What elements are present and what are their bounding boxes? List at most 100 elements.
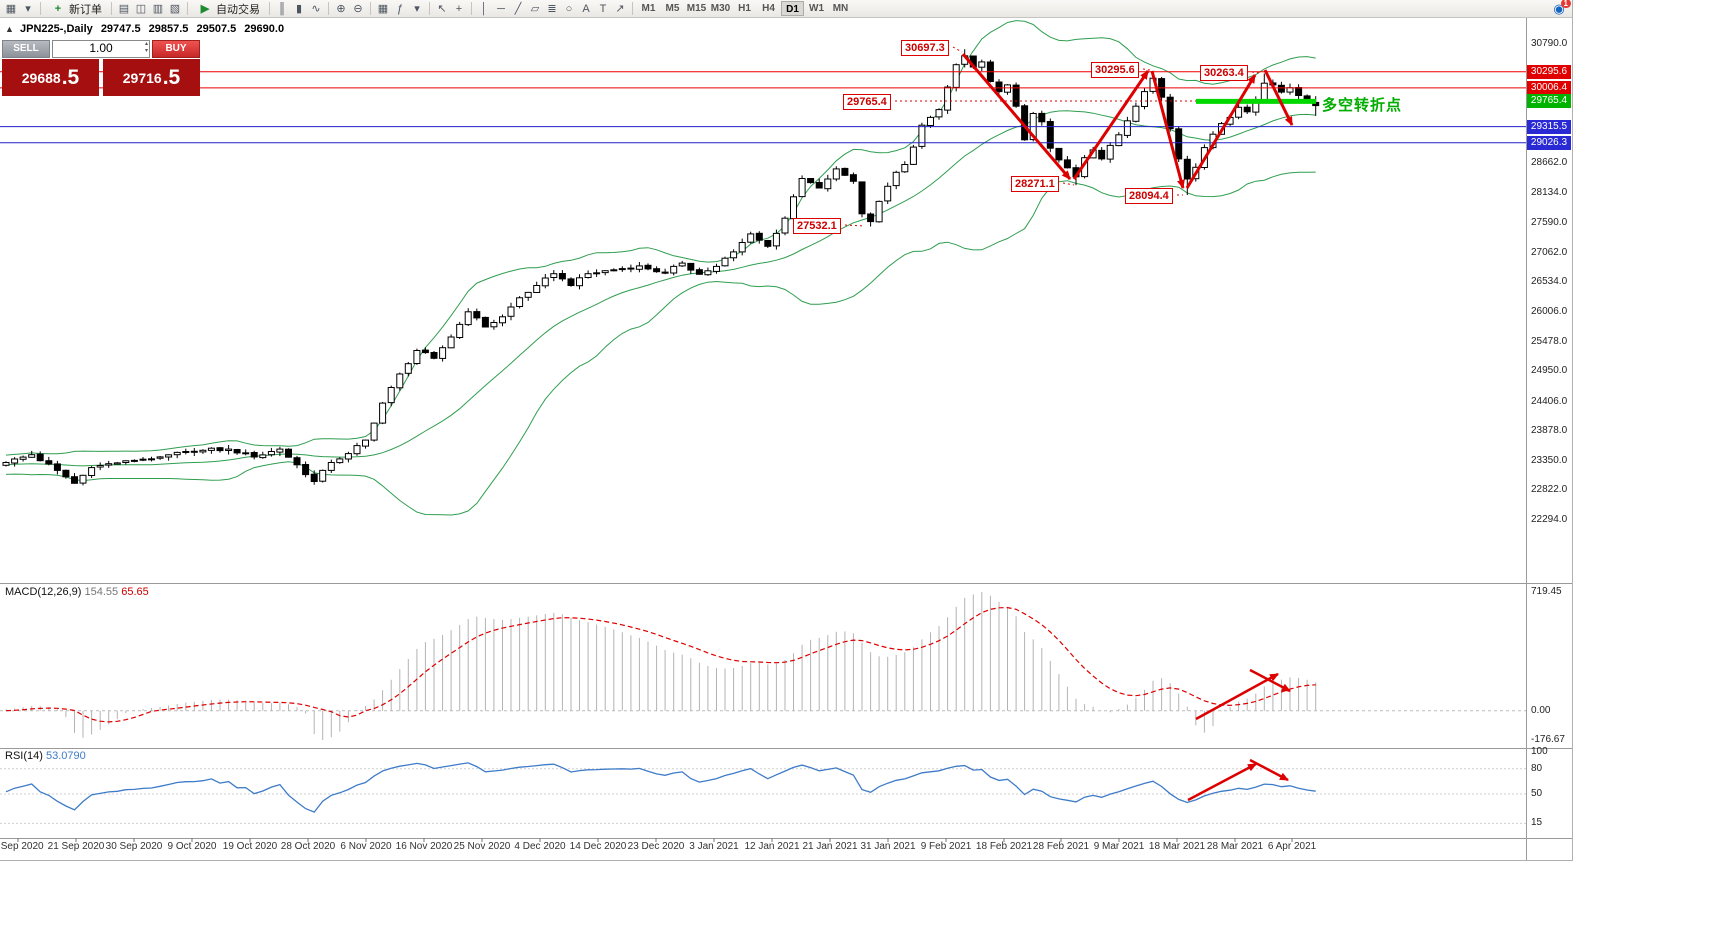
timeframe-button-d1[interactable]: D1 xyxy=(781,1,804,16)
community-glyph: ◉ xyxy=(1553,0,1565,16)
date-axis-label: 12 Jan 2021 xyxy=(744,841,800,852)
candlestick-mode-icon[interactable]: ▮ xyxy=(295,3,303,15)
date-axis-label: 4 Dec 2020 xyxy=(514,841,566,852)
volume-input[interactable]: 1.00 ▴ ▾ xyxy=(52,40,150,58)
buy-price-button[interactable]: 29716 .5 xyxy=(103,59,200,96)
profiles-icon[interactable]: ▾ xyxy=(25,3,31,15)
price-axis-label: 24950.0 xyxy=(1531,365,1568,377)
chart-window: ▲ JPN225-,Daily 29747.5 29857.5 29507.5 … xyxy=(0,18,1572,860)
market-watch-icon[interactable]: ▤ xyxy=(118,3,130,15)
date-axis-label: 16 Nov 2020 xyxy=(395,841,453,852)
text-tool-icon[interactable]: A xyxy=(582,2,590,15)
price-axis-label: 24406.0 xyxy=(1531,395,1568,407)
price-annotation[interactable]: 28094.4 xyxy=(1125,188,1173,204)
new-order-button[interactable]: + 新订单 xyxy=(45,1,107,16)
channel-tool-icon[interactable]: ▱ xyxy=(530,3,540,15)
timeframe-button-m30[interactable]: M30 xyxy=(710,3,731,14)
price-annotation[interactable]: 30295.6 xyxy=(1091,62,1139,78)
timeframe-button-m5[interactable]: M5 xyxy=(665,3,680,14)
price-annotation[interactable]: 27532.1 xyxy=(793,218,841,234)
timeframe-button-m15[interactable]: M15 xyxy=(686,3,707,14)
main-toolbar: ▦ ▾ + 新订单 ▤ ◫ ▥ ▧ ▶ 自动交易 ║ ▮ ∿ ⊕ ⊖ xyxy=(0,0,1572,18)
date-axis-label: 9 Mar 2021 xyxy=(1093,841,1145,852)
date-axis-label: 6 Nov 2020 xyxy=(340,841,392,852)
timeframe-button-h1[interactable]: H1 xyxy=(738,3,751,14)
plus-icon: + xyxy=(54,2,62,15)
price-axis-tag: 29315.5 xyxy=(1527,119,1571,134)
price-axis-label: 26534.0 xyxy=(1531,276,1568,288)
trendline-tool-icon[interactable]: ╱ xyxy=(514,3,522,15)
terminal-icon[interactable]: ▧ xyxy=(169,3,181,15)
price-axis-label: 26006.0 xyxy=(1531,306,1568,318)
zoom-out-icon[interactable]: ⊖ xyxy=(353,3,363,15)
community-icon[interactable]: ◉ 1 xyxy=(1549,0,1571,16)
date-axis-label: 28 Mar 2021 xyxy=(1206,841,1264,852)
high-value: 29857.5 xyxy=(148,23,189,35)
rsi-axis-label: 80 xyxy=(1531,762,1543,774)
date-axis-label: 3 Jan 2021 xyxy=(689,841,739,852)
chart-canvas[interactable] xyxy=(0,18,1572,860)
chart-title: ▲ JPN225-,Daily 29747.5 29857.5 29507.5 … xyxy=(5,23,289,35)
label-tool-icon[interactable]: T xyxy=(599,2,607,15)
open-value: 29747.5 xyxy=(100,23,141,35)
date-axis-label: 18 Mar 2021 xyxy=(1148,841,1206,852)
indicators-icon[interactable]: ƒ xyxy=(396,2,404,15)
timeframe-button-m1[interactable]: M1 xyxy=(641,3,656,14)
zoom-in-icon[interactable]: ⊕ xyxy=(336,3,346,15)
toolbar-separator xyxy=(269,2,270,15)
timeframe-button-w1[interactable]: W1 xyxy=(809,3,824,14)
arrows-tool-icon[interactable]: ↗ xyxy=(615,3,625,15)
timeframe-button-h4[interactable]: H4 xyxy=(762,3,775,14)
notification-badge: 1 xyxy=(1560,0,1571,8)
date-axis-label: 9 Oct 2020 xyxy=(167,841,217,852)
auto-trading-button[interactable]: ▶ 自动交易 xyxy=(192,1,265,16)
data-window-icon[interactable]: ◫ xyxy=(135,3,147,15)
pivot-zone-label: 多空转折点 xyxy=(1322,97,1403,114)
sell-price-button[interactable]: 29688 .5 xyxy=(2,59,99,96)
buy-button[interactable]: BUY xyxy=(152,40,200,58)
date-axis-label: 14 Dec 2020 xyxy=(569,841,627,852)
tile-windows-icon[interactable]: ▦ xyxy=(377,3,389,15)
price-axis-label: 22822.0 xyxy=(1531,484,1568,496)
macd-axis-label: -176.67 xyxy=(1531,734,1565,745)
navigator-icon[interactable]: ▥ xyxy=(152,3,164,15)
price-axis-label: 28134.0 xyxy=(1531,186,1568,198)
date-axis-label: 31 Jan 2021 xyxy=(860,841,916,852)
bar-chart-mode-icon[interactable]: ║ xyxy=(278,2,286,15)
price-annotation[interactable]: 29765.4 xyxy=(843,94,891,110)
macd-main-value: 154.55 xyxy=(84,586,119,598)
rsi-value: 53.0790 xyxy=(45,750,86,762)
sell-button[interactable]: SELL xyxy=(2,40,50,58)
price-axis-tag: 29026.3 xyxy=(1527,135,1571,150)
date-axis-label: 28 Feb 2021 xyxy=(1032,841,1090,852)
fibonacci-tool-icon[interactable]: ≣ xyxy=(547,3,557,15)
price-annotation[interactable]: 30263.4 xyxy=(1200,65,1248,81)
price-axis-label: 27590.0 xyxy=(1531,217,1568,229)
timeframe-button-mn[interactable]: MN xyxy=(832,3,849,14)
volume-spinner[interactable]: ▴ ▾ xyxy=(144,41,148,54)
new-chart-icon[interactable]: ▦ xyxy=(5,3,17,15)
buy-price-main: 29716 xyxy=(122,69,162,86)
mt4-window: ▦ ▾ + 新订单 ▤ ◫ ▥ ▧ ▶ 自动交易 ║ ▮ ∿ ⊕ ⊖ xyxy=(0,0,1573,861)
vertical-line-tool-icon[interactable]: │ xyxy=(480,2,488,15)
toolbar-separator xyxy=(187,2,188,15)
macd-indicator-label: MACD(12,26,9) 154.55 65.65 xyxy=(5,586,149,598)
date-axis-label: 6 Apr 2021 xyxy=(1267,841,1317,852)
horizontal-line-tool-icon[interactable]: ─ xyxy=(497,2,505,15)
date-axis-label: 30 Sep 2020 xyxy=(105,841,163,852)
price-axis-label: 22294.0 xyxy=(1531,514,1568,525)
line-chart-mode-icon[interactable]: ∿ xyxy=(311,3,321,15)
macd-axis-label: 719.45 xyxy=(1531,586,1562,597)
crosshair-icon[interactable]: + xyxy=(455,2,463,15)
toolbar-separator xyxy=(40,2,41,15)
shapes-tool-icon[interactable]: ○ xyxy=(565,2,573,15)
cursor-icon[interactable]: ↖ xyxy=(437,3,447,15)
price-annotation[interactable]: 30697.3 xyxy=(901,40,949,56)
toolbar-separator xyxy=(471,2,472,15)
price-annotation[interactable]: 28271.1 xyxy=(1011,176,1059,192)
templates-icon[interactable]: ▾ xyxy=(414,3,420,15)
date-axis-label: 1 Sep 2020 xyxy=(0,841,44,852)
toolbar-separator xyxy=(370,2,371,15)
one-click-collapse-icon[interactable]: ▲ xyxy=(5,24,14,34)
sell-price-main: 29688 xyxy=(21,69,61,86)
